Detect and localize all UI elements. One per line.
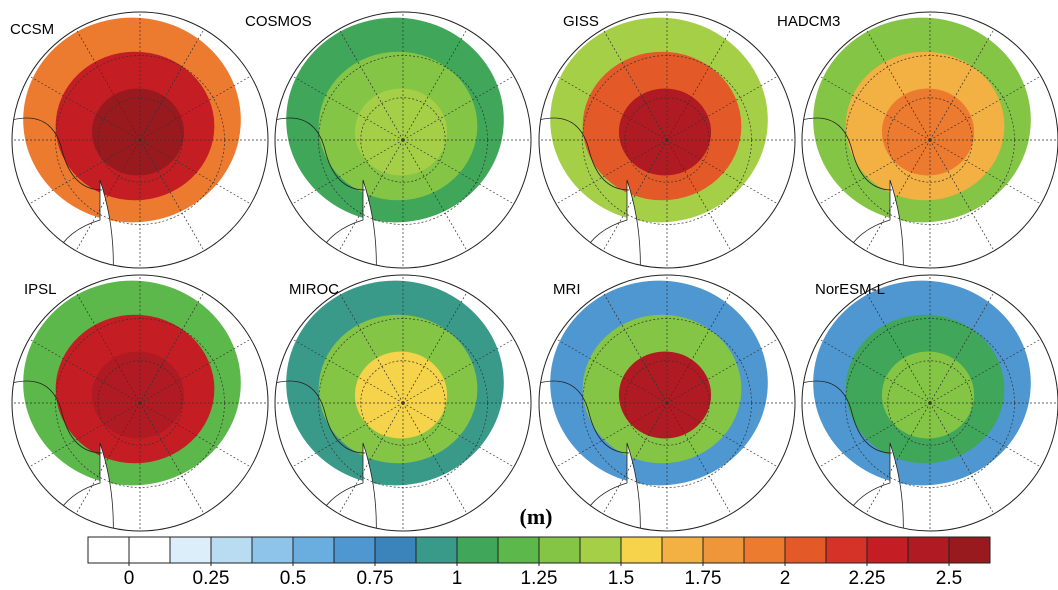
map-panel: [802, 12, 1058, 308]
colorbar-box: [88, 537, 129, 563]
colorbar-box: [211, 537, 252, 563]
colorbar-tick-label: 1.5: [608, 568, 634, 589]
colorbar-tick-label: 1.25: [521, 568, 558, 589]
ice-field: [619, 351, 711, 438]
map-panel: [12, 275, 268, 571]
ice-field: [92, 88, 184, 175]
panel-label: IPSL: [24, 281, 57, 298]
colorbar-box: [826, 537, 867, 563]
colorbar-tick-label: 1.75: [685, 568, 722, 589]
ice-field: [355, 351, 447, 438]
colorbar-box: [662, 537, 703, 563]
colorbar-box: [334, 537, 375, 563]
colorbar-box: [867, 537, 908, 563]
colorbar-unit: (m): [520, 504, 553, 529]
colorbar-box: [949, 537, 990, 563]
panel-label: NorESM-L: [815, 281, 885, 298]
map-panel: [802, 275, 1058, 571]
panel-label: GISS: [563, 13, 599, 30]
panel-label: MRI: [553, 281, 581, 298]
colorbar-tick-label: 2.5: [936, 568, 962, 589]
panel-label: HADCM3: [777, 13, 840, 30]
colorbar-box: [498, 537, 539, 563]
colorbar-box: [252, 537, 293, 563]
page: (m) CCSM COSMOS GISS HADCM3 IPSL MIROC MRI NorE…: [0, 0, 1058, 590]
colorbar-box: [744, 537, 785, 563]
colorbar-box: [539, 537, 580, 563]
colorbar-box: [703, 537, 744, 563]
map-panel: [12, 12, 268, 308]
colorbar-tick-label: 0.5: [280, 568, 306, 589]
colorbar-box: [375, 537, 416, 563]
panel-label: CCSM: [10, 21, 54, 38]
colorbar-box: [908, 537, 949, 563]
map-panel: [539, 275, 795, 571]
panel-label: COSMOS: [245, 13, 312, 30]
ice-field: [882, 351, 974, 438]
colorbar-box: [416, 537, 457, 563]
map-panel: [539, 12, 795, 308]
ice-field: [619, 88, 711, 175]
colorbar-box: [621, 537, 662, 563]
colorbar-tick-label: 1: [452, 568, 463, 589]
colorbar-tick-label: 0: [124, 568, 135, 589]
colorbar-tick-label: 0.25: [193, 568, 230, 589]
colorbar-box: [457, 537, 498, 563]
figure: (m) CCSM COSMOS GISS HADCM3 IPSL MIROC MRI NorE…: [0, 0, 1058, 590]
ice-field: [92, 351, 184, 438]
colorbar-box: [785, 537, 826, 563]
colorbar-box: [170, 537, 211, 563]
colorbar-box: [580, 537, 621, 563]
map-panel: [275, 275, 531, 571]
colorbar-box: [293, 537, 334, 563]
ice-field: [882, 88, 974, 175]
colorbar-tick-label: 2: [780, 568, 791, 589]
map-panel: [275, 12, 531, 308]
colorbar-tick-label: 0.75: [357, 568, 394, 589]
colorbar-box: [129, 537, 170, 563]
ice-field: [355, 88, 447, 175]
panel-label: MIROC: [289, 281, 339, 298]
colorbar-tick-label: 2.25: [849, 568, 886, 589]
